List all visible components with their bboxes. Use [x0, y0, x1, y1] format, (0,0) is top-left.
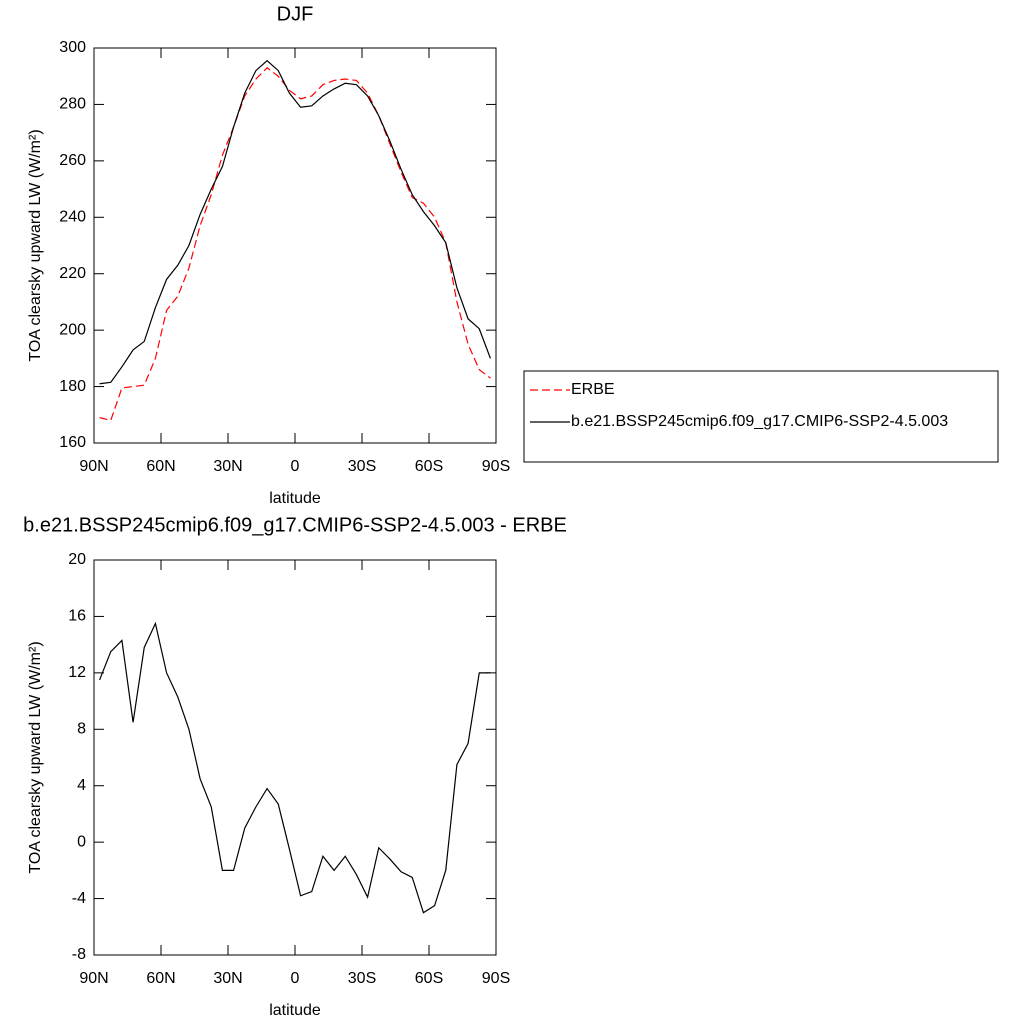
y-tick-label: 280: [59, 96, 86, 113]
x-axis-label: latitude: [269, 1002, 321, 1019]
y-tick-label: 16: [68, 608, 86, 625]
x-tick-label: 90S: [482, 458, 510, 475]
y-tick-label: 20: [68, 551, 86, 568]
legend-box: [523, 370, 999, 463]
x-tick-label: 60S: [415, 970, 443, 987]
data-line: [99, 66, 491, 422]
y-axis-label: TOA clearsky upward LW (W/m²): [27, 641, 44, 873]
y-tick-label: 0: [77, 833, 86, 850]
y-tick-label: -8: [72, 946, 86, 963]
legend-label: b.e21.BSSP245cmip6.f09_g17.CMIP6-SSP2-4.…: [571, 413, 948, 430]
y-tick-label: 12: [68, 664, 86, 681]
legend-label: ERBE: [571, 381, 615, 398]
x-tick-label: 60N: [146, 458, 175, 475]
x-tick-label: 30N: [213, 458, 242, 475]
data-line: [99, 59, 491, 385]
x-tick-label: 90S: [482, 970, 510, 987]
y-tick-label: 220: [59, 265, 86, 282]
y-tick-label: 240: [59, 209, 86, 226]
y-tick-label: 160: [59, 434, 86, 451]
x-tick-label: 90N: [79, 458, 108, 475]
x-axis-label: latitude: [269, 490, 321, 507]
y-tick-label: 200: [59, 321, 86, 338]
x-tick-label: 30S: [348, 970, 376, 987]
data-line: [99, 621, 491, 914]
y-tick-label: 8: [77, 721, 86, 738]
x-tick-label: 60N: [146, 970, 175, 987]
x-tick-label: 0: [291, 458, 300, 475]
chart-title: b.e21.BSSP245cmip6.f09_g17.CMIP6-SSP2-4.…: [23, 514, 567, 536]
x-tick-label: 0: [291, 970, 300, 987]
x-tick-label: 90N: [79, 970, 108, 987]
y-tick-label: 260: [59, 152, 86, 169]
x-tick-label: 60S: [415, 458, 443, 475]
plot-frame: [93, 47, 497, 444]
x-tick-label: 30N: [213, 970, 242, 987]
y-axis-label: TOA clearsky upward LW (W/m²): [27, 129, 44, 361]
x-tick-label: 30S: [348, 458, 376, 475]
y-tick-label: -4: [72, 890, 86, 907]
y-tick-label: 180: [59, 378, 86, 395]
plot-frame: [93, 559, 497, 956]
y-tick-label: 300: [59, 39, 86, 56]
y-tick-label: 4: [77, 777, 86, 794]
chart-title: DJF: [277, 3, 314, 25]
